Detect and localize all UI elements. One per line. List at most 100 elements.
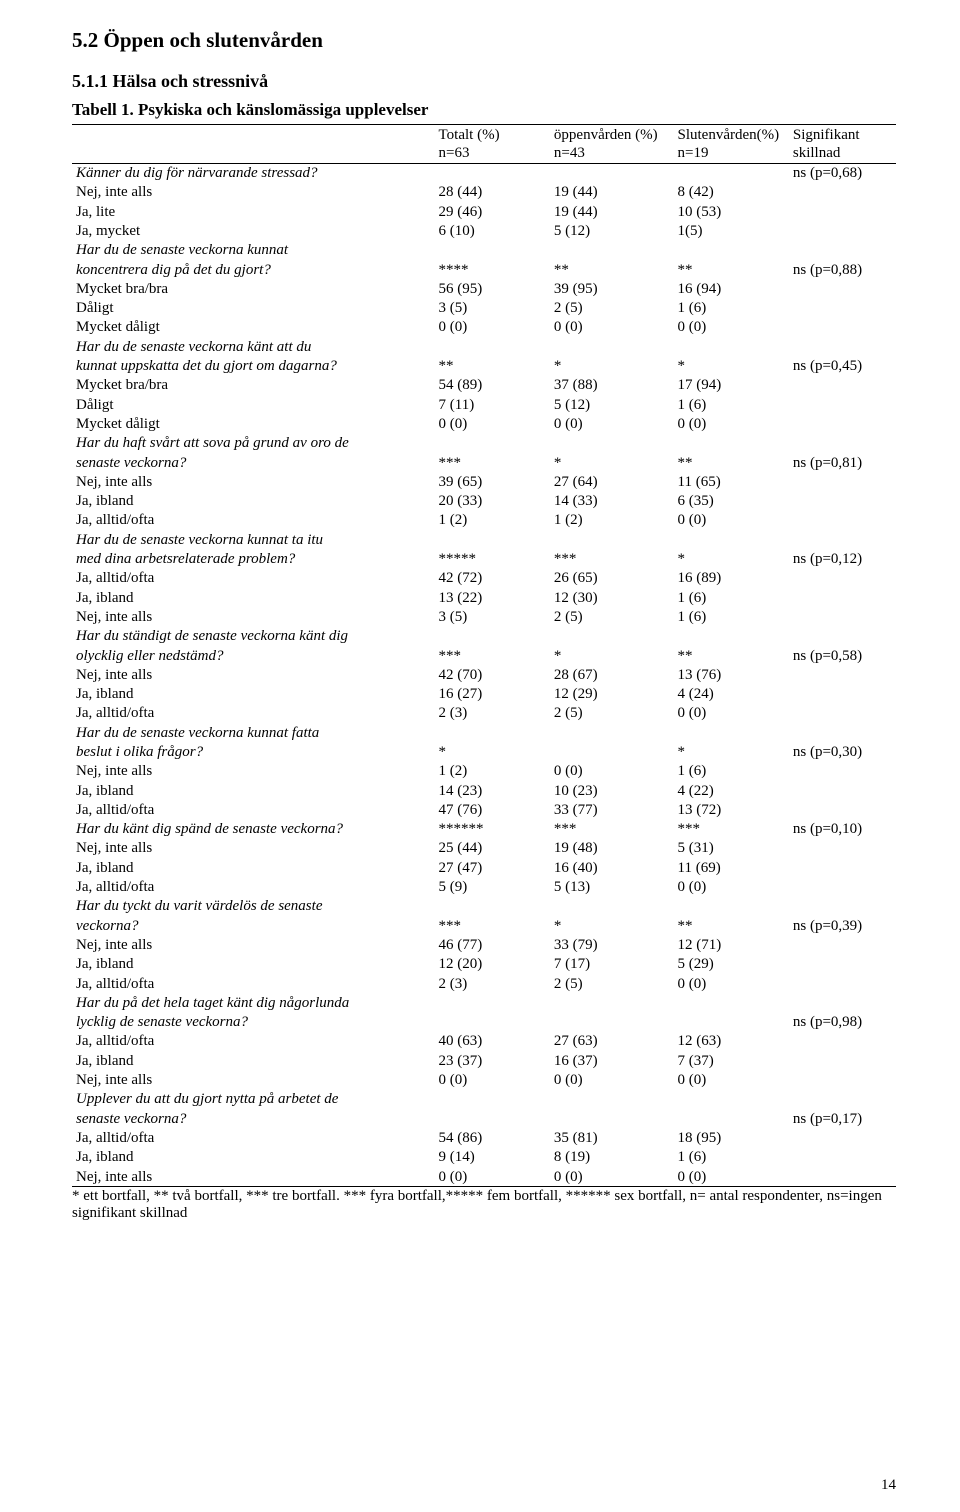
table-cell bbox=[550, 897, 674, 916]
header-open-2: n=43 bbox=[554, 145, 585, 161]
table-cell: 1 (6) bbox=[674, 762, 789, 781]
table-row: Ja, alltid/ofta47 (76)33 (77)13 (72) bbox=[72, 800, 896, 819]
header-sig-2: skillnad bbox=[793, 145, 841, 161]
table-cell: 42 (70) bbox=[435, 665, 550, 684]
table-cell: 19 (44) bbox=[550, 183, 674, 202]
table-cell: 16 (27) bbox=[435, 685, 550, 704]
table-cell: ** bbox=[435, 357, 550, 376]
table-cell: Nej, inte alls bbox=[72, 762, 435, 781]
table-cell: 14 (23) bbox=[435, 781, 550, 800]
document-page: 5.2 Öppen och slutenvården 5.1.1 Hälsa o… bbox=[0, 0, 960, 1512]
table-row: Nej, inte alls42 (70)28 (67)13 (76) bbox=[72, 665, 896, 684]
table-cell bbox=[789, 530, 896, 549]
table-cell: olycklig eller nedstämd? bbox=[72, 646, 435, 665]
table-cell: 27 (64) bbox=[550, 472, 674, 491]
table-cell: 46 (77) bbox=[435, 935, 550, 954]
table-cell: Mycket dåligt bbox=[72, 318, 435, 337]
table-cell: ns (p=0,81) bbox=[789, 453, 896, 472]
table-cell: Har du tyckt du varit värdelös de senast… bbox=[72, 897, 435, 916]
table-cell: 10 (53) bbox=[674, 202, 789, 221]
table-footnote: * ett bortfall, ** två bortfall, *** tre… bbox=[72, 1187, 896, 1222]
table-cell: 54 (89) bbox=[435, 376, 550, 395]
table-cell: ns (p=0,68) bbox=[789, 163, 896, 183]
table-cell: 7 (17) bbox=[550, 955, 674, 974]
table-cell: ns (p=0,30) bbox=[789, 743, 896, 762]
table-cell: Ja, alltid/ofta bbox=[72, 704, 435, 723]
table-cell bbox=[789, 395, 896, 414]
table-row: Nej, inte alls28 (44)19 (44)8 (42) bbox=[72, 183, 896, 202]
table-cell: ns (p=0,45) bbox=[789, 357, 896, 376]
table-cell: Nej, inte alls bbox=[72, 607, 435, 626]
table-cell bbox=[435, 530, 550, 549]
table-row: Ja, ibland13 (22)12 (30)1 (6) bbox=[72, 588, 896, 607]
table-cell: 0 (0) bbox=[435, 1167, 550, 1187]
table-cell: Har du de senaste veckorna kunnat bbox=[72, 241, 435, 260]
table-row: lycklig de senaste veckorna?ns (p=0,98) bbox=[72, 1013, 896, 1032]
table-cell bbox=[789, 897, 896, 916]
table-cell: Ja, ibland bbox=[72, 685, 435, 704]
table-row: Nej, inte alls46 (77)33 (79)12 (71) bbox=[72, 935, 896, 954]
table-row: Ja, alltid/ofta54 (86)35 (81)18 (95) bbox=[72, 1128, 896, 1147]
table-cell: 0 (0) bbox=[550, 414, 674, 433]
table-row: Ja, ibland23 (37)16 (37)7 (37) bbox=[72, 1051, 896, 1070]
table-cell bbox=[435, 897, 550, 916]
table-cell: 2 (5) bbox=[550, 974, 674, 993]
table-cell: 33 (79) bbox=[550, 935, 674, 954]
table-row: Upplever du att du gjort nytta på arbete… bbox=[72, 1090, 896, 1109]
table-cell: Ja, alltid/ofta bbox=[72, 878, 435, 897]
table-row: Nej, inte alls39 (65)27 (64)11 (65) bbox=[72, 472, 896, 491]
page-number: 14 bbox=[881, 1477, 896, 1494]
table-cell: 13 (76) bbox=[674, 665, 789, 684]
table-cell bbox=[674, 897, 789, 916]
table-cell: 2 (5) bbox=[550, 299, 674, 318]
table-cell: *** bbox=[435, 916, 550, 935]
table-row: veckorna?******ns (p=0,39) bbox=[72, 916, 896, 935]
table-row: senaste veckorna?******ns (p=0,81) bbox=[72, 453, 896, 472]
table-cell: ** bbox=[674, 260, 789, 279]
table-cell bbox=[789, 279, 896, 298]
table-cell bbox=[674, 723, 789, 742]
table-cell: 25 (44) bbox=[435, 839, 550, 858]
table-cell bbox=[435, 1090, 550, 1109]
table-cell bbox=[674, 993, 789, 1012]
table-cell bbox=[789, 183, 896, 202]
table-row: koncentrera dig på det du gjort?********… bbox=[72, 260, 896, 279]
table-cell: 27 (63) bbox=[550, 1032, 674, 1051]
header-total-2: n=63 bbox=[439, 145, 470, 161]
table-cell: *** bbox=[674, 820, 789, 839]
table-cell: ** bbox=[550, 260, 674, 279]
table-cell: 40 (63) bbox=[435, 1032, 550, 1051]
table-cell: Dåligt bbox=[72, 395, 435, 414]
table-cell: 0 (0) bbox=[435, 318, 550, 337]
table-cell: 27 (47) bbox=[435, 858, 550, 877]
header-closed: Slutenvården(%) n=19 bbox=[674, 125, 789, 164]
table-cell bbox=[674, 530, 789, 549]
table-cell: 35 (81) bbox=[550, 1128, 674, 1147]
table-row: Ja, alltid/ofta5 (9)5 (13)0 (0) bbox=[72, 878, 896, 897]
table-cell: 5 (31) bbox=[674, 839, 789, 858]
table-cell: *** bbox=[550, 820, 674, 839]
table-cell bbox=[789, 723, 896, 742]
header-total: Totalt (%) n=63 bbox=[435, 125, 550, 164]
table-row: Mycket dåligt0 (0)0 (0)0 (0) bbox=[72, 318, 896, 337]
table-cell: ns (p=0,98) bbox=[789, 1013, 896, 1032]
table-row: olycklig eller nedstämd?******ns (p=0,58… bbox=[72, 646, 896, 665]
table-cell bbox=[789, 1071, 896, 1090]
table-row: Har du de senaste veckorna kunnat bbox=[72, 241, 896, 260]
table-cell: 11 (69) bbox=[674, 858, 789, 877]
table-cell: 33 (77) bbox=[550, 800, 674, 819]
table-cell: 16 (94) bbox=[674, 279, 789, 298]
table-cell bbox=[674, 1013, 789, 1032]
table-row: Nej, inte alls0 (0)0 (0)0 (0) bbox=[72, 1071, 896, 1090]
table-row: beslut i olika frågor?**ns (p=0,30) bbox=[72, 743, 896, 762]
table-cell: 0 (0) bbox=[550, 318, 674, 337]
table-cell: Ja, ibland bbox=[72, 955, 435, 974]
table-cell: beslut i olika frågor? bbox=[72, 743, 435, 762]
table-cell bbox=[789, 299, 896, 318]
table-cell bbox=[674, 1109, 789, 1128]
table-cell: Ja, ibland bbox=[72, 492, 435, 511]
table-cell bbox=[789, 472, 896, 491]
table-cell: Mycket bra/bra bbox=[72, 279, 435, 298]
table-cell: 12 (63) bbox=[674, 1032, 789, 1051]
table-cell: veckorna? bbox=[72, 916, 435, 935]
